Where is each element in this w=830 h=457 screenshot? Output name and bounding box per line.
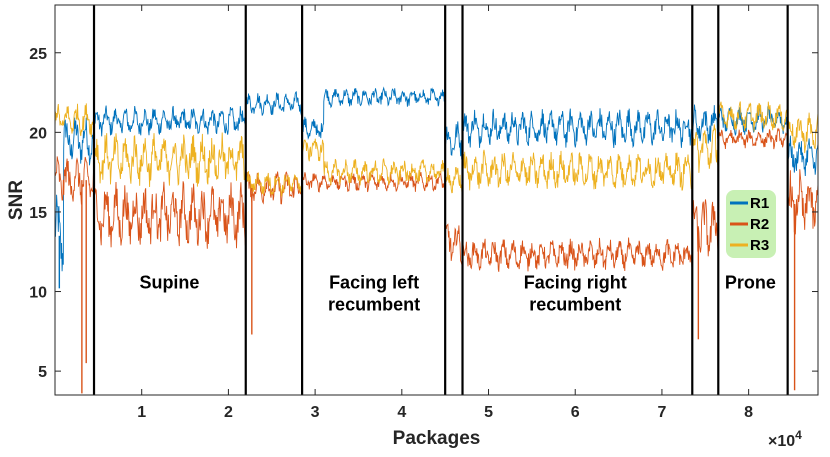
y-axis-title: SNR [6, 180, 27, 220]
region-label-layer: Supine Facing left recumbent Facing right re… [139, 272, 775, 314]
x-axis-multiplier: ×104 [768, 428, 802, 450]
x-tick-label-8: 8 [744, 404, 753, 421]
boundary-layer [92, 5, 789, 395]
legend-label-r1: R1 [750, 195, 769, 212]
x-tick-label-5: 5 [484, 404, 493, 421]
legend-label-r3: R3 [750, 237, 769, 254]
x-axis-ticks: 1 2 3 4 5 6 7 8 [137, 5, 753, 421]
y-tick-label-10: 10 [29, 285, 47, 302]
plot-area [55, 5, 818, 395]
legend-label-r2: R2 [750, 216, 769, 233]
x-multiplier-base: ×10 [768, 433, 795, 450]
x-tick-label-3: 3 [311, 404, 320, 421]
x-tick-label-7: 7 [657, 404, 666, 421]
region-label-1: Supine [139, 272, 199, 292]
x-multiplier-exponent: 4 [795, 428, 802, 442]
legend-box [726, 190, 776, 258]
y-tick-label-5: 5 [38, 364, 47, 381]
plot-frame [54, 4, 819, 396]
x-tick-label-2: 2 [224, 404, 233, 421]
legend: R1 R2 R3 [726, 190, 776, 258]
y-tick-label-25: 25 [29, 46, 47, 63]
region-label-2: Facing left recumbent [328, 272, 420, 314]
region-label-3: Facing right recumbent [524, 272, 627, 314]
x-tick-label-6: 6 [571, 404, 580, 421]
y-tick-label-20: 20 [29, 125, 47, 142]
x-tick-label-1: 1 [137, 404, 146, 421]
x-axis-title: Packages [393, 428, 481, 449]
region-label-4: Prone [725, 272, 776, 292]
x-tick-label-4: 4 [397, 404, 406, 421]
y-axis-ticks: 5 10 15 20 25 [29, 46, 818, 381]
y-tick-label-15: 15 [29, 205, 47, 222]
